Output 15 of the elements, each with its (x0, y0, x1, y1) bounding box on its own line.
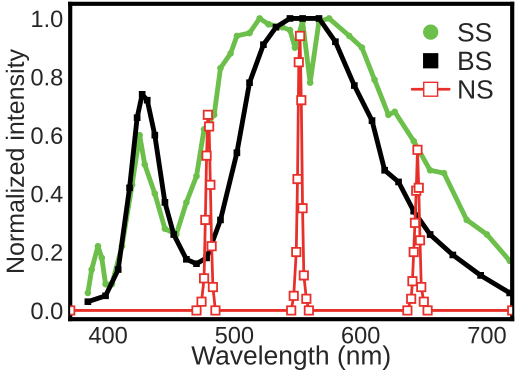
y-tick-label: 0.0 (31, 302, 62, 320)
legend-label: BS (459, 52, 492, 70)
y-tick-label: 0.2 (31, 244, 62, 261)
y-tick-label: 1.0 (32, 10, 62, 28)
y-tick-label: 0.6 (31, 127, 62, 144)
legend-label: NS (459, 80, 493, 99)
legend-label: SS (458, 22, 492, 42)
x-tick-label: 600 (342, 326, 380, 344)
y-tick-label: 0.8 (31, 68, 62, 86)
y-axis-title: Normalized intensity (6, 49, 30, 272)
x-tick-label: 500 (216, 326, 254, 344)
x-tick-label: 700 (468, 326, 506, 344)
x-tick-label: 400 (88, 326, 127, 344)
x-axis-title: Wavelength (nm) (191, 345, 390, 370)
y-tick-label: 0.4 (31, 186, 63, 202)
